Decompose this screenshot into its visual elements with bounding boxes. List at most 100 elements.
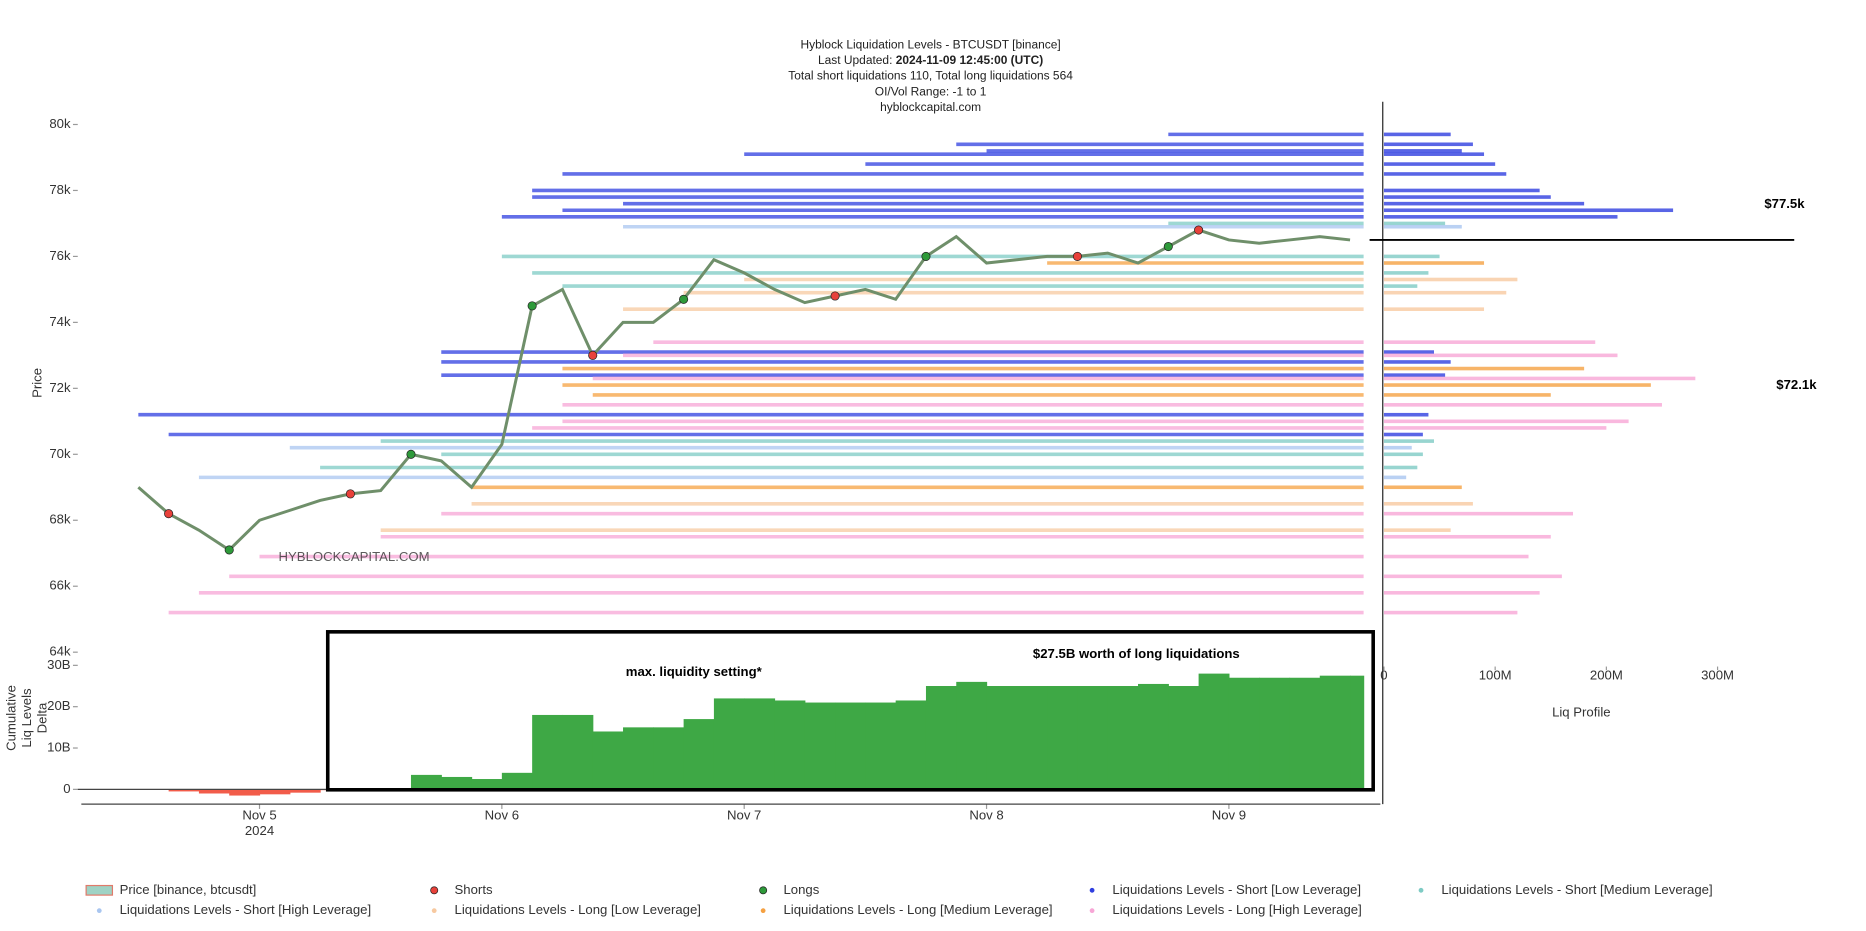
y-tick-label: 78k — [49, 182, 71, 197]
short-marker — [164, 509, 174, 519]
delta-area — [865, 702, 897, 790]
delta-area — [925, 686, 957, 790]
delta-area — [835, 702, 866, 790]
legend-label: Liquidations Levels - Short [High Levera… — [120, 902, 372, 917]
annotation: max. liquidity setting* — [626, 664, 763, 679]
delta-area — [1016, 686, 1048, 790]
legend-swatch — [85, 884, 114, 896]
delta-area — [1107, 686, 1139, 790]
profile-axis-label: Liq Profile — [1552, 705, 1611, 720]
profile-bar — [1383, 307, 1485, 311]
delta-area — [713, 698, 745, 790]
delta-area — [1228, 677, 1260, 790]
y-tick-label: 68k — [49, 512, 71, 527]
delta-area — [1168, 686, 1200, 790]
legend-label: Liquidations Levels - Short [Low Leverag… — [1112, 882, 1361, 897]
short-marker — [830, 291, 840, 301]
profile-bar — [1383, 610, 1518, 615]
delta-area — [592, 731, 624, 790]
delta-area — [623, 727, 654, 790]
subtitle: Total short liquidations 110, Total long… — [788, 69, 1073, 83]
profile-bar — [1383, 360, 1451, 364]
profile-bar — [1383, 373, 1446, 377]
delta-area — [1289, 677, 1321, 790]
y-tick-label: 76k — [49, 248, 71, 263]
profile-bar — [1383, 221, 1446, 226]
profile-bar — [1383, 201, 1585, 206]
legend-label: Longs — [783, 882, 819, 897]
delta-area — [259, 789, 291, 795]
delta-area — [683, 719, 715, 790]
x-tick-label: Nov 6 — [485, 808, 519, 823]
profile-bar — [1383, 366, 1585, 371]
annotation: $77.5k — [1764, 196, 1805, 211]
delta-area — [1319, 675, 1351, 790]
x-tick-label: Nov 7 — [727, 808, 761, 823]
legend-swatch — [760, 908, 766, 914]
profile-bar — [1383, 485, 1462, 490]
legend-label: Liquidations Levels - Long [Medium Lever… — [783, 902, 1052, 917]
legend-label: Liquidations Levels - Long [Low Leverage… — [455, 902, 701, 917]
profile-bar — [1383, 208, 1674, 213]
delta-area — [804, 702, 836, 790]
profile-bar — [1383, 340, 1596, 344]
delta-area — [441, 776, 473, 790]
delta-axis-label: Delta — [35, 702, 50, 733]
watermark: HYBLOCKCAPITAL.COM — [279, 549, 430, 564]
profile-bar — [1383, 261, 1485, 265]
legend-swatch — [96, 908, 102, 914]
delta-area — [986, 686, 1018, 790]
y-tick-label: 70k — [49, 446, 71, 461]
y-tick-label: 66k — [49, 578, 71, 593]
delta-area — [501, 772, 533, 790]
profile-bar — [1383, 383, 1651, 387]
x-tick-label: Nov 8 — [969, 808, 1003, 823]
profile-bar — [1383, 188, 1540, 193]
profile-tick-label: 100M — [1479, 668, 1512, 683]
delta-area — [956, 681, 988, 790]
legend-swatch — [759, 886, 768, 895]
profile-bar — [1383, 426, 1607, 430]
profile-bar — [1383, 432, 1423, 437]
profile-tick-label: 300M — [1701, 668, 1734, 683]
y-tick-label: 80k — [49, 116, 71, 131]
long-marker — [406, 449, 416, 459]
profile-bar — [1383, 271, 1429, 275]
profile-bar — [1383, 412, 1429, 417]
profile-bar — [1383, 528, 1451, 532]
legend-label: Liquidations Levels - Short [Medium Leve… — [1441, 882, 1712, 897]
long-marker — [527, 301, 537, 311]
profile-bar — [1383, 465, 1418, 470]
profile-bar — [1383, 501, 1473, 506]
short-marker — [1072, 251, 1082, 261]
legend-swatch — [1089, 908, 1095, 914]
profile-bar — [1383, 350, 1434, 354]
profile-bar — [1383, 475, 1407, 480]
delta-area — [562, 714, 594, 790]
legend-swatch — [430, 886, 439, 895]
short-marker — [345, 489, 355, 499]
short-marker — [588, 350, 598, 360]
long-marker — [1163, 241, 1173, 252]
delta-area — [653, 727, 685, 790]
delta-area — [1198, 673, 1230, 790]
x-sublabel: 2024 — [245, 823, 274, 838]
profile-bar — [1383, 149, 1462, 153]
profile-bar — [1383, 353, 1618, 358]
delta-y-tick-label: 30B — [47, 657, 71, 672]
price-line — [137, 228, 1351, 552]
delta-axis-label: Cumulative — [3, 685, 18, 751]
profile-bar — [1383, 376, 1696, 381]
long-marker — [921, 251, 931, 261]
profile-bar — [1383, 162, 1496, 166]
y-tick-label: 74k — [49, 314, 71, 329]
profile-bar — [1383, 534, 1551, 539]
legend-label: Shorts — [455, 882, 493, 897]
profile-bar — [1383, 290, 1507, 295]
profile-bar — [1383, 172, 1507, 176]
profile-bar — [1383, 419, 1629, 424]
updated: Last Updated: 2024-11-09 12:45:00 (UTC) — [818, 53, 1043, 67]
delta-area — [774, 700, 806, 790]
range-note: OI/Vol Range: -1 to 1 — [875, 84, 987, 98]
